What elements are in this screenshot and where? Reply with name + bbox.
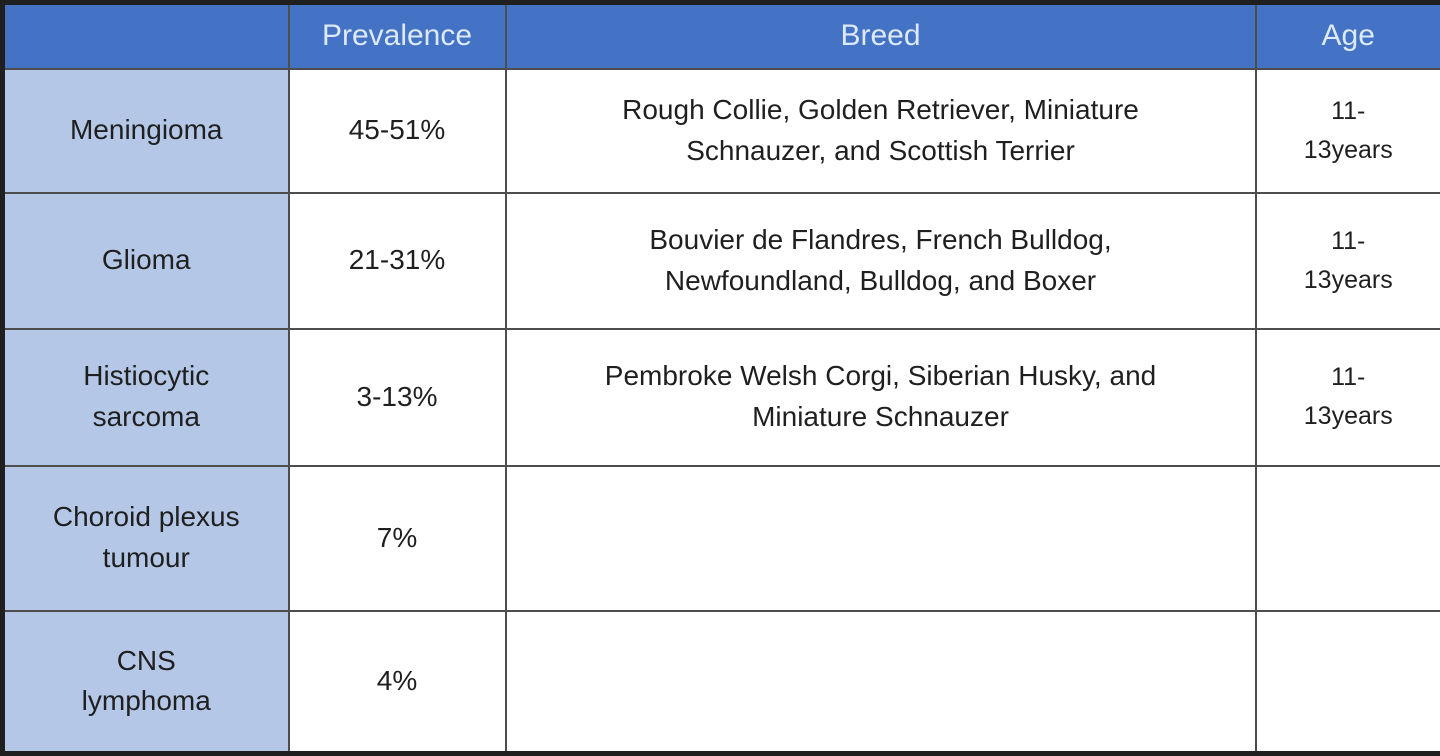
age-column-header: Age	[1256, 3, 1440, 69]
prevalence-cell: 7%	[289, 466, 506, 611]
breed-cell	[506, 466, 1256, 611]
header-row: Prevalence Breed Age	[3, 3, 1440, 69]
prevalence-cell: 21-31%	[289, 193, 506, 329]
age-cell: 11- 13years	[1256, 69, 1440, 193]
table-row-glioma: Glioma 21-31% Bouvier de Flandres, Frenc…	[3, 193, 1440, 329]
tumour-type-cell: Meningioma	[3, 69, 289, 193]
prevalence-cell: 3-13%	[289, 329, 506, 466]
tumour-type-column-header	[3, 3, 289, 69]
prevalence-cell: 45-51%	[289, 69, 506, 193]
table-row-choroid-plexus-tumour: Choroid plexus tumour 7%	[3, 466, 1440, 611]
age-cell	[1256, 611, 1440, 754]
age-cell	[1256, 466, 1440, 611]
age-cell: 11- 13years	[1256, 193, 1440, 329]
table-row-cns-lymphoma: CNS lymphoma 4%	[3, 611, 1440, 754]
prevalence-cell: 4%	[289, 611, 506, 754]
breed-cell: Bouvier de Flandres, French Bulldog, New…	[506, 193, 1256, 329]
breed-cell: Rough Collie, Golden Retriever, Miniatur…	[506, 69, 1256, 193]
tumour-type-cell: Glioma	[3, 193, 289, 329]
breed-cell: Pembroke Welsh Corgi, Siberian Husky, an…	[506, 329, 1256, 466]
table-row-meningioma: Meningioma 45-51% Rough Collie, Golden R…	[3, 69, 1440, 193]
breed-cell	[506, 611, 1256, 754]
table-row-histiocytic-sarcoma: Histiocytic sarcoma 3-13% Pembroke Welsh…	[3, 329, 1440, 466]
tumour-type-cell: Histiocytic sarcoma	[3, 329, 289, 466]
age-cell: 11- 13years	[1256, 329, 1440, 466]
tumour-type-cell: Choroid plexus tumour	[3, 466, 289, 611]
prevalence-column-header: Prevalence	[289, 3, 506, 69]
breed-column-header: Breed	[506, 3, 1256, 69]
tumour-type-cell: CNS lymphoma	[3, 611, 289, 754]
